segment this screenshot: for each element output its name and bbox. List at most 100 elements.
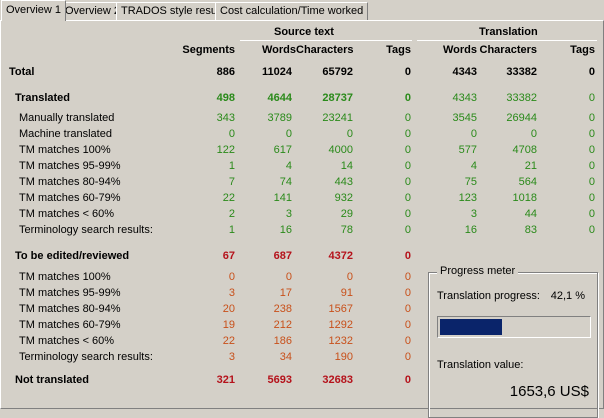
to-be-edited-detail-row: TM matches < 60% 22 186 1232 0 bbox=[1, 335, 604, 349]
cell-value: 0 bbox=[285, 128, 292, 140]
row-label: Manually translated bbox=[19, 112, 115, 124]
overview-panel: Source text Translation Segments Words C… bbox=[0, 20, 604, 418]
tags-column-header: Tags bbox=[386, 44, 411, 56]
cell-value: 687 bbox=[273, 250, 292, 262]
words-column-header: Words bbox=[261, 44, 296, 56]
cell-value: 0 bbox=[588, 92, 595, 104]
cell-value: 44 bbox=[524, 208, 537, 220]
cell-value: 4000 bbox=[328, 144, 353, 156]
cell-value: 498 bbox=[216, 92, 235, 104]
cell-value: 0 bbox=[404, 250, 411, 262]
cell-value: 4372 bbox=[328, 250, 353, 262]
row-label: TM matches 100% bbox=[19, 144, 111, 156]
translated-detail-row: TM matches < 60% 2 3 29 0 3 44 0 bbox=[1, 208, 604, 222]
cell-value: 3545 bbox=[452, 112, 477, 124]
cell-value: 4708 bbox=[512, 144, 537, 156]
translated-detail-row: TM matches 100% 122 617 4000 0 577 4708 0 bbox=[1, 144, 604, 158]
cell-value: 321 bbox=[216, 374, 235, 386]
cell-value: 2 bbox=[228, 208, 235, 220]
translation-progress-fill bbox=[440, 319, 503, 335]
row-label: Terminology search results: bbox=[19, 224, 153, 236]
cell-value: 0 bbox=[588, 176, 595, 188]
cell-value: 122 bbox=[216, 144, 235, 156]
cell-value: 1018 bbox=[512, 192, 537, 204]
cell-value: 14 bbox=[340, 160, 353, 172]
cell-value: 0 bbox=[404, 351, 411, 363]
cell-value: 0 bbox=[588, 144, 595, 156]
translation-progress-label: Translation progress: bbox=[437, 290, 540, 302]
cell-value: 16 bbox=[279, 224, 292, 236]
cell-value: 0 bbox=[404, 374, 411, 386]
cell-value: 78 bbox=[340, 224, 353, 236]
translated-detail-row: TM matches 60-79% 22 141 932 0 123 1018 0 bbox=[1, 192, 604, 206]
cell-value: 0 bbox=[588, 192, 595, 204]
cell-value: 886 bbox=[216, 66, 235, 78]
cell-value: 1232 bbox=[328, 335, 353, 347]
cell-value: 67 bbox=[222, 250, 235, 262]
cell-value: 0 bbox=[404, 92, 411, 104]
cell-value: 21 bbox=[524, 160, 537, 172]
cell-value: 4343 bbox=[452, 66, 477, 78]
segments-column-header: Segments bbox=[182, 44, 235, 56]
cell-value: 123 bbox=[458, 192, 477, 204]
cell-value: 83 bbox=[524, 224, 537, 236]
cell-value: 0 bbox=[404, 335, 411, 347]
cell-value: 0 bbox=[588, 224, 595, 236]
cell-value: 5693 bbox=[267, 374, 292, 386]
cell-value: 4 bbox=[470, 160, 477, 172]
cell-value: 932 bbox=[334, 192, 353, 204]
cell-value: 1567 bbox=[328, 303, 353, 315]
cell-value: 343 bbox=[216, 112, 235, 124]
cell-value: 0 bbox=[404, 287, 411, 299]
source-divider bbox=[240, 40, 412, 41]
cell-value: 19 bbox=[222, 319, 235, 331]
tab-cost-calculation[interactable]: Cost calculation/Time worked bbox=[215, 2, 369, 20]
to-be-edited-detail-row: TM matches 95-99% 3 17 91 0 bbox=[1, 287, 604, 301]
row-label: TM matches 95-99% bbox=[19, 160, 121, 172]
tab-overview-2[interactable]: Overview 2 bbox=[60, 2, 126, 20]
tab-trados-style-results[interactable]: TRADOS style results bbox=[116, 2, 233, 20]
translated-detail-row: Manually translated 343 3789 23241 0 3545 2694… bbox=[1, 112, 604, 126]
translated-detail-row: Machine translated 0 0 0 0 0 0 0 bbox=[1, 128, 604, 142]
source-text-header: Source text bbox=[274, 26, 334, 38]
row-label: Terminology search results: bbox=[19, 351, 153, 363]
cell-value: 0 bbox=[404, 271, 411, 283]
row-label: TM matches 60-79% bbox=[19, 319, 121, 331]
cell-value: 65792 bbox=[322, 66, 353, 78]
cell-value: 212 bbox=[273, 319, 292, 331]
cell-value: 4343 bbox=[452, 92, 477, 104]
translation-words-column-header: Words bbox=[442, 44, 477, 56]
cell-value: 0 bbox=[470, 128, 477, 140]
to-be-edited-detail-row: Terminology search results: 3 34 190 0 bbox=[1, 351, 604, 365]
tab-bar: Overview 1 Overview 2 TRADOS style resul… bbox=[0, 0, 604, 21]
cell-value: 4 bbox=[285, 160, 292, 172]
row-label: Machine translated bbox=[19, 128, 112, 140]
cell-value: 0 bbox=[228, 128, 235, 140]
cell-value: 20 bbox=[222, 303, 235, 315]
row-label: Translated bbox=[15, 92, 71, 104]
to-be-edited-row: To be edited/reviewed 67 687 4372 0 bbox=[1, 250, 604, 264]
cell-value: 0 bbox=[530, 128, 537, 140]
tab-overview-1[interactable]: Overview 1 bbox=[1, 0, 67, 21]
cell-value: 238 bbox=[273, 303, 292, 315]
cell-value: 0 bbox=[404, 176, 411, 188]
translation-value-label: Translation value: bbox=[437, 359, 524, 371]
cell-value: 3 bbox=[228, 287, 235, 299]
row-label: Not translated bbox=[15, 374, 89, 386]
cell-value: 3789 bbox=[267, 112, 292, 124]
translated-row: Translated 498 4644 28737 0 4343 33382 0 bbox=[1, 92, 604, 106]
translated-detail-row: Terminology search results: 1 16 78 0 16 83 0 bbox=[1, 224, 604, 238]
cell-value: 4644 bbox=[267, 92, 292, 104]
cell-value: 16 bbox=[464, 224, 477, 236]
not-translated-row: Not translated 321 5693 32683 0 bbox=[1, 374, 604, 388]
row-label: TM matches 60-79% bbox=[19, 192, 121, 204]
cell-value: 3 bbox=[470, 208, 477, 220]
cell-value: 0 bbox=[285, 271, 292, 283]
cell-value: 0 bbox=[588, 112, 595, 124]
cell-value: 0 bbox=[404, 192, 411, 204]
cell-value: 3 bbox=[228, 351, 235, 363]
cell-value: 443 bbox=[334, 176, 353, 188]
cell-value: 91 bbox=[340, 287, 353, 299]
translation-progress-bar bbox=[437, 316, 591, 338]
row-label: TM matches < 60% bbox=[19, 335, 115, 347]
